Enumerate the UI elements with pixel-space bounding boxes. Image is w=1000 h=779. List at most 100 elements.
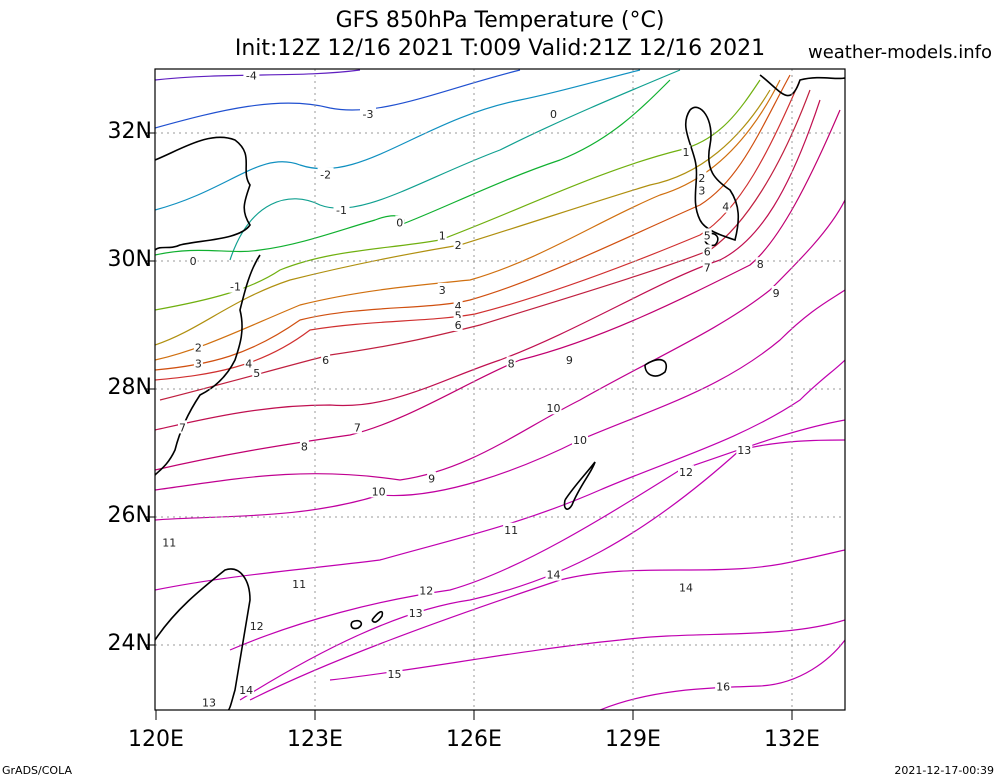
contour-label: 3	[439, 284, 446, 297]
contour-label: 4	[455, 300, 462, 313]
contour-label: 11	[504, 524, 518, 537]
isotherm-4	[155, 74, 791, 371]
contour-label: 7	[704, 261, 711, 274]
contour-label-bg	[407, 606, 424, 619]
contour-label-bg	[702, 260, 712, 274]
contour-label-bg	[755, 257, 765, 271]
amami-island	[644, 358, 667, 377]
contour-label-bg	[227, 279, 244, 293]
contour-label: 2	[698, 172, 705, 185]
contour-label-bg	[244, 356, 254, 370]
okinawa-island	[563, 461, 596, 510]
contour-label: 9	[566, 354, 573, 367]
contour-label-bg	[395, 215, 405, 229]
contour-label: 6	[322, 354, 329, 367]
contour-label: -3	[363, 108, 374, 121]
contour-label-bg	[188, 254, 198, 267]
contour-label-bg	[193, 356, 203, 370]
isotherm-10	[155, 289, 845, 521]
contour-label-bg	[437, 282, 447, 296]
taiwan-coastline	[155, 568, 251, 710]
contour-label: 6	[704, 245, 711, 258]
contour-label-bg	[564, 353, 574, 367]
contour-label: 7	[354, 421, 361, 434]
isotherm-13	[239, 439, 845, 701]
contour-label-bg	[352, 420, 362, 434]
map-frame	[154, 68, 846, 711]
map-title: GFS 850hPa Temperature (°C)	[335, 8, 665, 33]
contour-label: 14	[239, 684, 253, 697]
tick-marks	[145, 132, 793, 720]
coastlines	[155, 74, 845, 710]
lat-label-32n: 32N	[107, 119, 152, 144]
contour-label: 10	[547, 402, 561, 415]
contour-label-bg	[418, 583, 435, 597]
contour-label: 16	[716, 681, 730, 694]
contour-label-bg	[721, 199, 731, 213]
contour-label: 5	[455, 309, 462, 322]
contour-label: 0	[550, 108, 557, 121]
site-credit: weather-models.info	[807, 42, 992, 63]
contour-label-bg	[702, 228, 712, 242]
contour-label: 10	[573, 434, 587, 447]
shikoku-honshu-coastline	[759, 74, 845, 97]
contour-label: 8	[757, 258, 764, 271]
contour-labels: -4-3-2-100011-12223334445556667778889991…	[161, 68, 781, 710]
contour-label: 12	[250, 620, 264, 633]
isotherm-16	[599, 639, 845, 710]
contour-label: -2	[320, 169, 331, 182]
contour-label: 13	[737, 444, 751, 457]
contour-label: 1	[439, 229, 446, 242]
contour-label-bg	[370, 484, 387, 498]
contour-label: 13	[409, 607, 423, 620]
contour-label-bg	[360, 106, 376, 120]
isotherm-1	[155, 79, 761, 311]
contour-label-bg	[678, 465, 694, 479]
contour-label-bg	[545, 401, 562, 415]
kyushu-coastline	[685, 106, 740, 242]
isotherm-minus1	[229, 69, 681, 261]
isotherm-6	[159, 89, 811, 401]
contour-label: -1	[336, 204, 347, 217]
contour-label-bg	[333, 202, 350, 216]
contour-label: 14	[547, 569, 561, 582]
contour-label: 4	[722, 201, 729, 214]
isotherm-minus4	[155, 69, 361, 81]
contour-label: -1	[230, 281, 241, 294]
contour-label: 6	[455, 319, 462, 332]
contour-label-bg	[299, 439, 309, 453]
map-subtitle: Init:12Z 12/16 2021 T:009 Valid:21Z 12/1…	[234, 36, 766, 61]
contour-label: 2	[195, 341, 202, 354]
contour-label: 13	[202, 697, 216, 710]
lon-label-126e: 126E	[446, 727, 502, 752]
contour-label-bg	[321, 353, 331, 367]
contour-label-bg	[503, 522, 520, 536]
contour-label-bg	[702, 244, 712, 258]
footer-timestamp: 2021-12-17-00:39	[894, 764, 994, 777]
lat-label-30n: 30N	[107, 247, 152, 272]
contour-label-bg	[193, 340, 203, 354]
contour-label-bg	[736, 442, 753, 456]
contour-label-bg	[248, 618, 265, 632]
contour-label-bg	[697, 183, 707, 197]
isotherm-5	[155, 79, 801, 381]
contour-label: 11	[162, 537, 176, 550]
footer-software: GrADS/COLA	[2, 764, 72, 777]
contour-label-bg	[453, 298, 463, 312]
isotherm-12	[229, 419, 845, 651]
contour-label: 9	[773, 287, 780, 300]
contour-label: 14	[679, 581, 693, 594]
isotherm-11	[155, 359, 845, 591]
contour-label-bg	[161, 535, 178, 549]
isotherm-8	[155, 109, 841, 471]
isotherm-minus3	[155, 69, 521, 129]
lon-label-129e: 129E	[605, 727, 661, 752]
isotherm-minus2	[155, 69, 641, 211]
contour-label: 0	[396, 217, 403, 230]
contour-label-bg	[572, 433, 588, 447]
lat-label-28n: 28N	[107, 375, 152, 400]
miyako-yaeyama-islands	[350, 610, 384, 630]
contour-label: 5	[253, 367, 260, 380]
contour-label: 8	[301, 441, 308, 454]
